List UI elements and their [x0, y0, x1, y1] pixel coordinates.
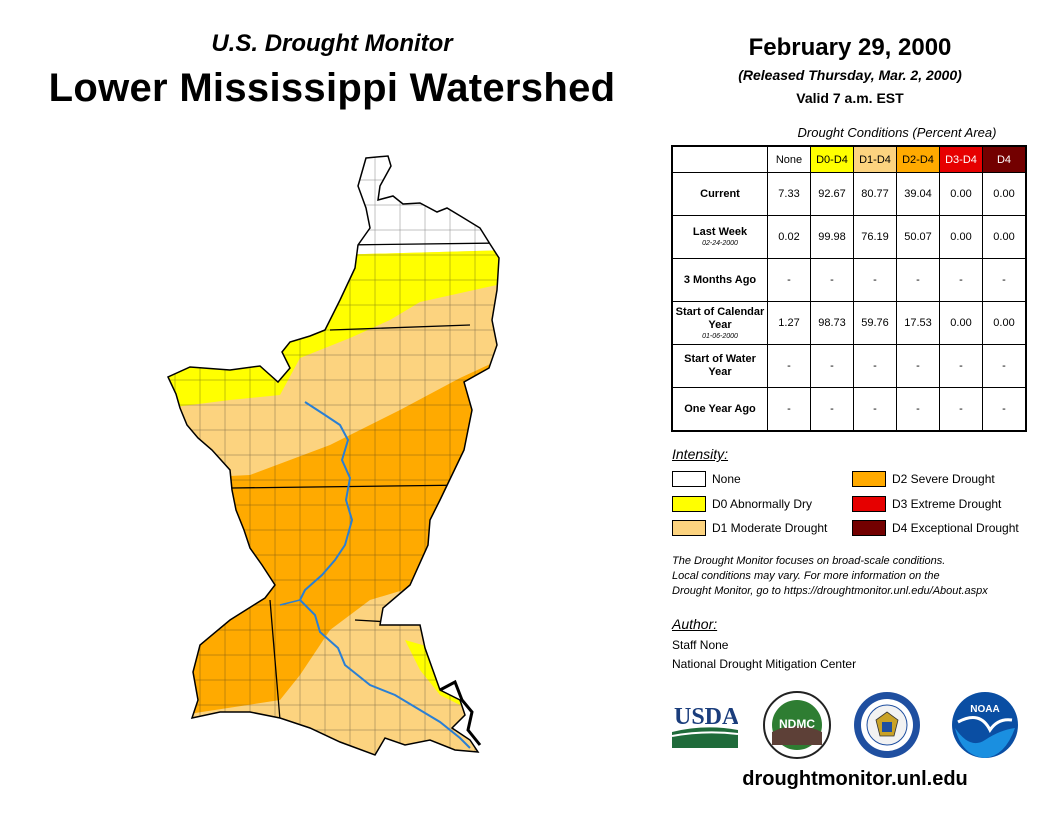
cell: - — [896, 344, 940, 388]
release-date: (Released Thursday, Mar. 2, 2000) — [738, 67, 962, 83]
row-label: Last Week 02-24-2000 — [671, 215, 768, 259]
cell: 0.02 — [767, 215, 811, 259]
cell: - — [810, 344, 854, 388]
table-row: Start of Calendar Year 01-06-2000 1.27 98… — [671, 301, 1027, 345]
tributary-river — [279, 599, 301, 606]
cell: 59.76 — [853, 301, 897, 345]
coastal-marsh — [439, 679, 482, 746]
cell: 17.53 — [896, 301, 940, 345]
disclaimer-note: The Drought Monitor focuses on broad-sca… — [672, 555, 988, 597]
cell: - — [767, 344, 811, 388]
cell: - — [853, 258, 897, 302]
cell: 39.04 — [896, 172, 940, 216]
conditions-caption: Drought Conditions (Percent Area) — [797, 125, 997, 140]
usda-logo: USDA — [672, 704, 738, 748]
map-region-d2 — [168, 355, 499, 720]
row-label: 3 Months Ago — [671, 258, 768, 302]
cell: - — [982, 344, 1027, 388]
legend-swatch — [852, 496, 886, 512]
cell: - — [939, 387, 983, 432]
cell: - — [896, 387, 940, 432]
cell: - — [982, 387, 1027, 432]
cell: 0.00 — [982, 172, 1027, 216]
cell: 0.00 — [939, 301, 983, 345]
col-none: None — [767, 145, 811, 173]
cell: - — [810, 258, 854, 302]
cell: 50.07 — [896, 215, 940, 259]
cell: 0.00 — [939, 172, 983, 216]
col-d1-d4: D1-D4 — [853, 145, 897, 173]
cell: 7.33 — [767, 172, 811, 216]
author-organization: National Drought Mitigation Center — [672, 657, 857, 671]
website-link[interactable]: droughtmonitor.unl.edu — [742, 768, 968, 790]
table-row: Current 7.33 92.67 80.77 39.04 0.00 0.00 — [671, 172, 1027, 216]
watershed-outline — [166, 155, 500, 756]
col-d0-d4: D0-D4 — [810, 145, 854, 173]
col-d3-d4: D3-D4 — [939, 145, 983, 173]
author-name: Staff None — [672, 638, 729, 652]
map-title: Lower Mississippi Watershed — [48, 66, 616, 110]
table-row: Start of Water Year - - - - - - — [671, 344, 1027, 388]
table-row: 3 Months Ago - - - - - - — [671, 258, 1027, 302]
noaa-logo: NOAA — [952, 692, 1018, 758]
drought-map — [166, 155, 500, 756]
svg-text:NDMC: NDMC — [779, 717, 815, 731]
cell: 99.98 — [810, 215, 854, 259]
legend-swatch — [672, 496, 706, 512]
table-row: Last Week 02-24-2000 0.02 99.98 76.19 50.… — [671, 215, 1027, 259]
cell: - — [939, 344, 983, 388]
cell: 0.00 — [939, 215, 983, 259]
cell: 0.00 — [982, 301, 1027, 345]
cell: - — [982, 258, 1027, 302]
legend-swatch — [852, 520, 886, 536]
col-d2-d4: D2-D4 — [896, 145, 940, 173]
cell: 98.73 — [810, 301, 854, 345]
svg-text:USDA: USDA — [674, 704, 738, 730]
valid-time: Valid 7 a.m. EST — [796, 90, 904, 106]
cell: - — [767, 387, 811, 432]
cell: 76.19 — [853, 215, 897, 259]
cell: 1.27 — [767, 301, 811, 345]
row-label: One Year Ago — [671, 387, 768, 432]
legend-swatch — [672, 520, 706, 536]
row-label: Start of Water Year — [671, 344, 768, 388]
cell: - — [853, 387, 897, 432]
col-d4: D4 — [982, 145, 1027, 173]
legend-title: Intensity: — [672, 446, 729, 462]
conditions-table: None D0-D4 D1-D4 D2-D4 D3-D4 D4 Current … — [671, 145, 1027, 432]
row-label: Current — [671, 172, 768, 216]
cell: - — [939, 258, 983, 302]
map-subtitle: U.S. Drought Monitor — [211, 30, 453, 57]
cell: 80.77 — [853, 172, 897, 216]
svg-text:NOAA: NOAA — [970, 704, 999, 715]
cell: - — [810, 387, 854, 432]
cell: - — [896, 258, 940, 302]
cell: 0.00 — [982, 215, 1027, 259]
map-date: February 29, 2000 — [748, 34, 952, 61]
row-label: Start of Calendar Year 01-06-2000 — [671, 301, 768, 345]
cell: - — [853, 344, 897, 388]
commerce-seal-logo — [854, 692, 920, 758]
legend-swatch — [672, 471, 706, 487]
legend-swatch — [852, 471, 886, 487]
author-heading: Author: — [672, 616, 718, 632]
ndmc-logo: NDMC — [763, 691, 831, 759]
mississippi-river — [298, 401, 471, 749]
table-row: One Year Ago - - - - - - — [671, 387, 1027, 432]
cell: - — [767, 258, 811, 302]
cell: 92.67 — [810, 172, 854, 216]
